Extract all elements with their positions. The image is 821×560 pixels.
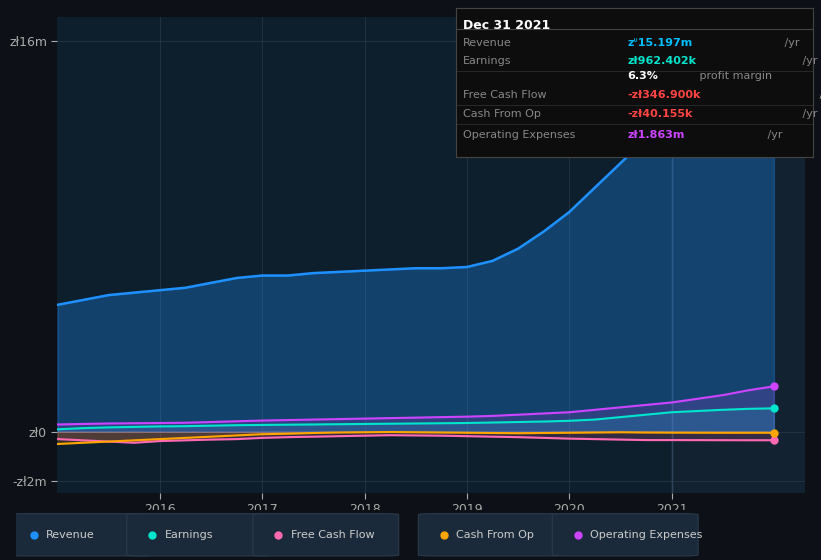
Text: /yr: /yr xyxy=(799,109,817,119)
Text: Revenue: Revenue xyxy=(463,38,511,48)
Text: -zł40.155k: -zł40.155k xyxy=(627,109,692,119)
Text: profit margin: profit margin xyxy=(695,71,772,81)
FancyBboxPatch shape xyxy=(553,514,698,556)
Text: Operating Expenses: Operating Expenses xyxy=(590,530,703,540)
Text: zᐡ15.197m: zᐡ15.197m xyxy=(627,38,692,48)
FancyBboxPatch shape xyxy=(419,514,564,556)
Text: Dec 31 2021: Dec 31 2021 xyxy=(463,19,550,32)
Text: /yr: /yr xyxy=(764,130,782,140)
FancyBboxPatch shape xyxy=(126,514,273,556)
Text: Earnings: Earnings xyxy=(463,56,511,66)
Text: zł962.402k: zł962.402k xyxy=(627,56,696,66)
Bar xyxy=(672,17,805,493)
Text: /yr: /yr xyxy=(782,38,800,48)
Text: Cash From Op: Cash From Op xyxy=(456,530,534,540)
FancyBboxPatch shape xyxy=(8,514,154,556)
Text: zł1.863m: zł1.863m xyxy=(627,130,685,140)
FancyBboxPatch shape xyxy=(253,514,399,556)
Text: /yr: /yr xyxy=(799,56,817,66)
Text: Revenue: Revenue xyxy=(46,530,95,540)
Text: /yr: /yr xyxy=(815,90,821,100)
Text: Operating Expenses: Operating Expenses xyxy=(463,130,576,140)
Text: Free Cash Flow: Free Cash Flow xyxy=(291,530,374,540)
Text: -zł346.900k: -zł346.900k xyxy=(627,90,700,100)
Text: Earnings: Earnings xyxy=(164,530,213,540)
Text: Free Cash Flow: Free Cash Flow xyxy=(463,90,547,100)
Text: 6.3%: 6.3% xyxy=(627,71,658,81)
Text: Cash From Op: Cash From Op xyxy=(463,109,541,119)
